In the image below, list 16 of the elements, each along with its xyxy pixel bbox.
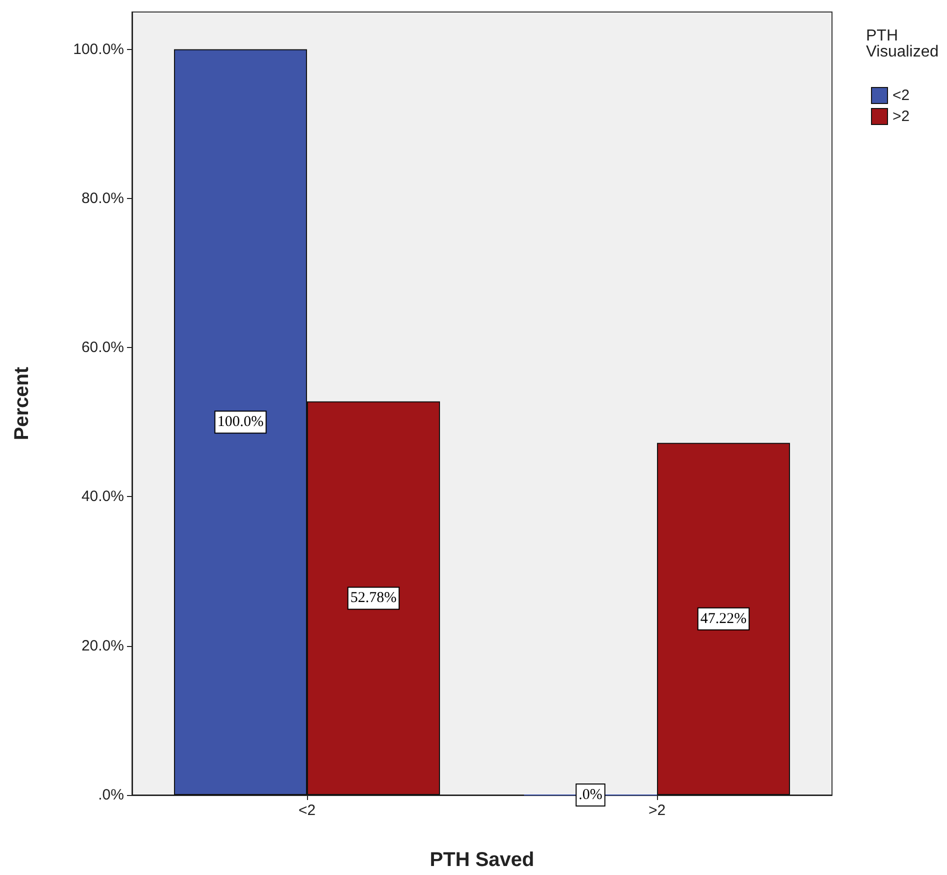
bar	[657, 442, 790, 795]
y-tick-label: 80.0%	[81, 190, 124, 207]
y-tick-label: 40.0%	[81, 488, 124, 506]
data-label: 52.78%	[350, 590, 397, 606]
x-axis-title: PTH Saved	[430, 849, 534, 871]
legend-title: PTH Visualized	[866, 28, 939, 60]
y-tick-label: .0%	[98, 786, 124, 804]
y-tick-label: 20.0%	[81, 637, 124, 654]
data-label: .0%	[578, 787, 602, 803]
legend-label: <2	[892, 87, 910, 104]
y-tick-label: 100.0%	[73, 40, 124, 58]
y-tick-label: 60.0%	[81, 339, 124, 356]
y-axis-title: Percent	[11, 366, 33, 440]
data-label: 100.0%	[217, 414, 264, 430]
data-label: 47.22%	[700, 610, 747, 627]
legend-label: >2	[892, 108, 910, 125]
